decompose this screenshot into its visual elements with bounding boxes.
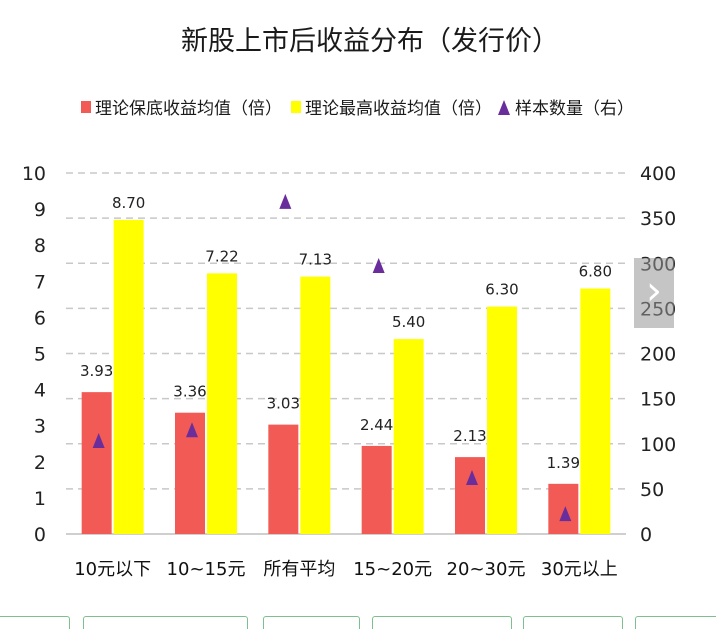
y-axis-right: 050100150200250300350400 [640,163,676,546]
y-left-tick-label: 5 [34,344,46,366]
y-left-tick-label: 10 [22,163,46,185]
legend-swatch-max [291,101,301,113]
y-left-tick-label: 9 [34,199,46,221]
gridlines [66,172,626,535]
data-label-guaranteed: 3.03 [267,395,300,413]
bar-max-return [580,288,611,534]
sample-count-marker [186,422,198,438]
bar-guaranteed-return [361,445,392,534]
x-category-label: 20~30元 [447,559,526,580]
data-label-max: 8.70 [112,194,145,212]
data-label-max: 5.40 [392,313,425,331]
y-right-tick-label: 0 [640,524,652,546]
related-tag[interactable] [372,616,512,629]
bar-max-return [207,273,237,534]
y-right-tick-label: 150 [640,389,676,411]
x-category-label: 30元以上 [541,559,618,580]
bar-guaranteed-return [81,392,112,534]
y-left-tick-label: 6 [34,307,46,329]
y-left-tick-label: 2 [34,452,46,474]
y-right-tick-label: 50 [640,479,664,501]
y-left-tick-label: 8 [34,235,46,257]
related-tag[interactable] [523,616,623,629]
sample-count-marker [279,193,292,209]
x-category-label: 所有平均 [263,559,335,580]
data-label-max: 6.30 [485,281,518,299]
x-category-label: 10元以下 [74,559,151,580]
related-tag[interactable] [263,616,360,629]
bar-guaranteed-return [455,457,485,534]
legend-label-max: 理论最高收益均值（倍） [305,99,492,119]
bar-max-return [113,219,144,534]
legend: 理论保底收益均值（倍） 理论最高收益均值（倍） 样本数量（右） [81,99,634,119]
y-right-tick-label: 350 [640,208,676,230]
chevron-right-icon: › [646,268,662,314]
legend-swatch-guaranteed [81,101,91,113]
y-left-tick-label: 7 [34,271,46,293]
y-left-tick-label: 3 [34,416,46,438]
sample-count-marker [372,257,385,273]
data-labels: 3.93 8.70 3.36 7.22 3.03 7.13 2.44 5.40 2.13 6.30… [80,194,612,472]
bar-guaranteed-return [548,483,579,534]
bar-guaranteed-return [268,424,299,534]
data-label-guaranteed: 2.13 [453,427,486,445]
related-tag[interactable] [635,616,716,629]
sample-count-marker [559,506,572,522]
y-right-tick-label: 100 [640,434,676,456]
y-left-tick-label: 0 [34,524,46,546]
data-label-guaranteed: 3.93 [80,362,113,380]
data-label-guaranteed: 3.36 [173,383,206,401]
next-arrow-button[interactable]: › [634,258,674,328]
data-label-guaranteed: 2.44 [360,416,393,434]
y-left-tick-label: 4 [34,380,46,402]
y-axis-left: 0 1 2 3 4 5 6 7 8 9 10 [22,163,46,546]
x-axis-categories: 10元以下 10~15元 所有平均 15~20元 20~30元 30元以上 [74,559,618,580]
legend-label-guaranteed: 理论保底收益均值（倍） [95,99,282,119]
bar-max-return [300,276,331,534]
y-right-tick-label: 200 [640,344,676,366]
chart-title: 新股上市后收益分布（发行价） [181,26,559,57]
bars [81,219,611,534]
sample-count-marker [466,470,478,486]
x-category-label: 15~20元 [353,559,432,580]
data-label-max: 7.13 [299,251,332,269]
legend-marker-sample [498,100,510,115]
data-label-max: 6.80 [579,263,612,281]
sample-count-marker [92,433,105,449]
data-label-guaranteed: 1.39 [547,454,580,472]
bar-max-return [393,339,424,534]
data-label-max: 7.22 [205,247,238,265]
sample-markers [92,193,572,522]
bar-max-return [487,306,517,534]
y-left-tick-label: 1 [34,488,46,510]
x-category-label: 10~15元 [167,559,246,580]
legend-label-sample: 样本数量（右） [515,99,634,119]
y-right-tick-label: 400 [640,163,676,185]
related-tags-bar [0,614,716,629]
related-tag[interactable] [83,616,248,629]
related-tag[interactable] [0,616,70,629]
